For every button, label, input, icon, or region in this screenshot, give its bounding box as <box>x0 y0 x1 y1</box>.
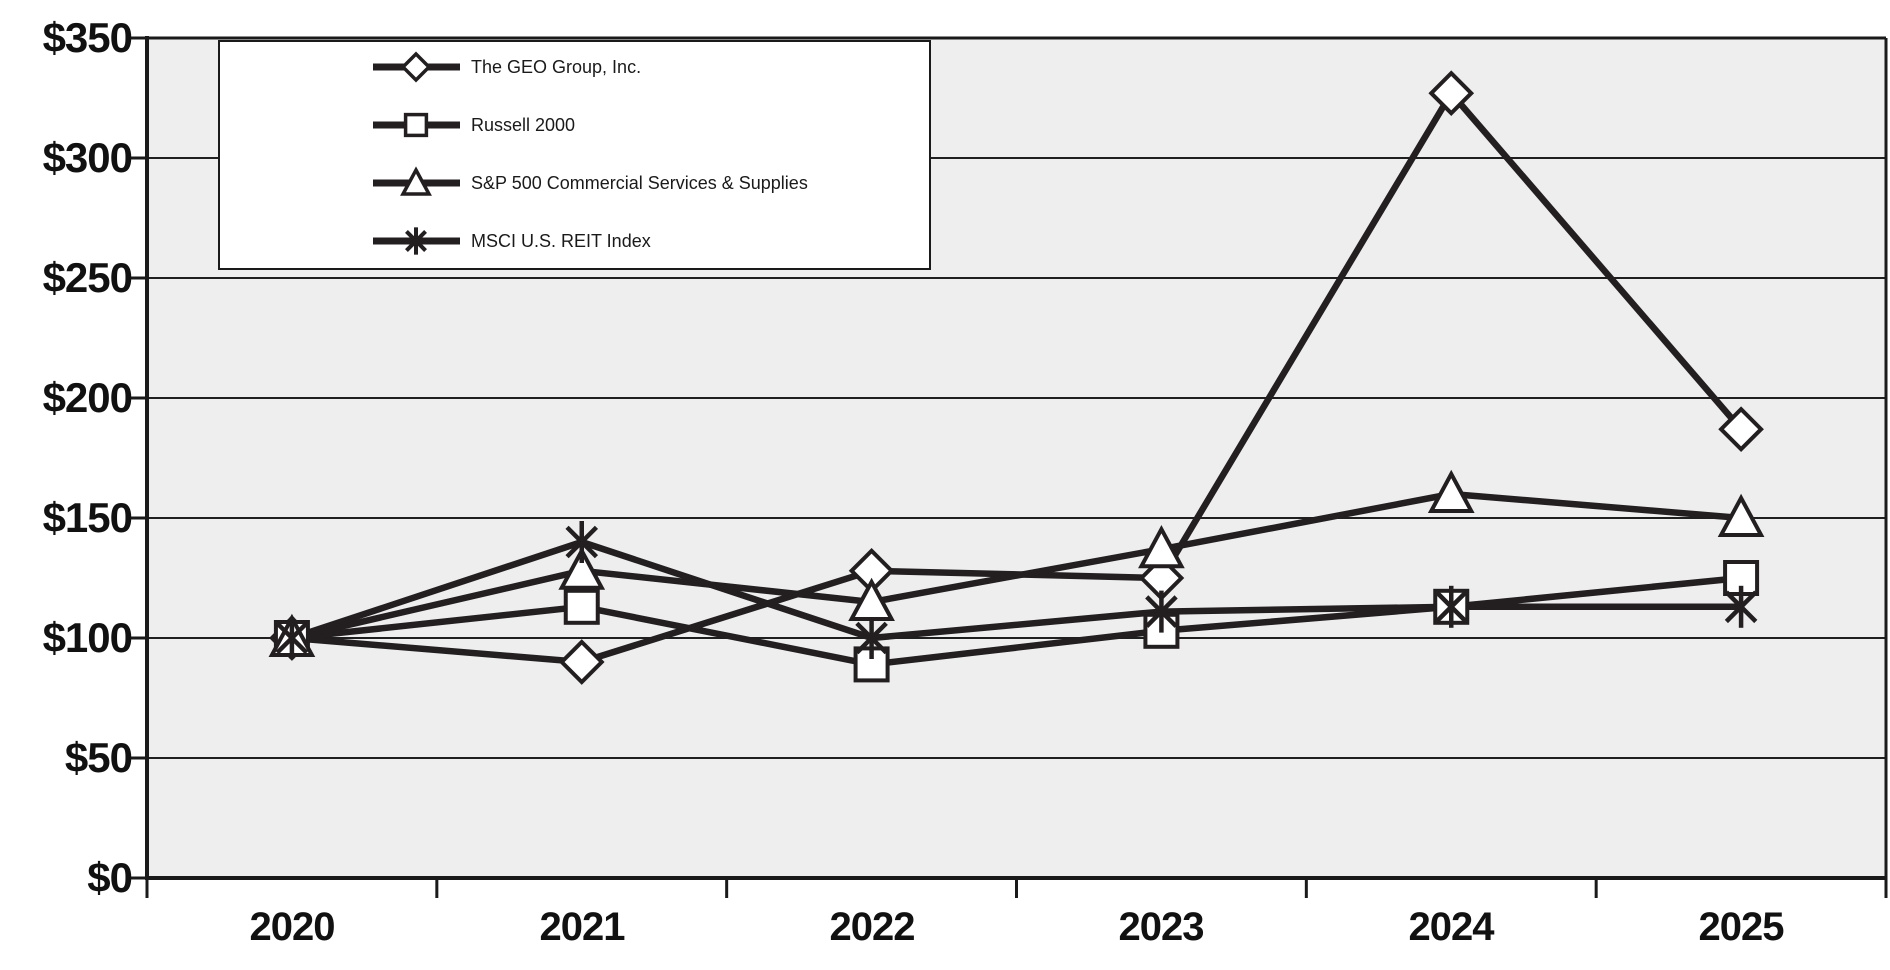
marker-square-icon <box>563 588 600 625</box>
marker-triangle-icon <box>400 166 432 196</box>
x-axis-label: 2023 <box>1118 905 1205 949</box>
series-line-asterisk <box>288 538 1745 642</box>
marker-asterisk-icon <box>1724 590 1758 624</box>
legend-item-label: MSCI U.S. REIT Index <box>471 230 651 251</box>
legend-marker-diamond-icon <box>373 51 460 83</box>
legend-item: S&P 500 Commercial Services & Supplies <box>220 161 929 205</box>
marker-diamond-icon <box>1428 70 1475 117</box>
marker-square-icon <box>853 646 890 683</box>
marker-asterisk-icon <box>1145 595 1178 628</box>
y-axis-label: $200 <box>42 374 133 421</box>
legend-marker-triangle-icon <box>373 166 460 196</box>
legend-marker-asterisk-icon <box>373 227 460 255</box>
x-axis-label: 2021 <box>539 905 626 949</box>
legend-item: Russell 2000 <box>220 103 929 147</box>
marker-diamond-icon <box>1718 406 1764 453</box>
legend-item-label: S&P 500 Commercial Services & Supplies <box>471 172 808 193</box>
y-axis-label: $350 <box>42 14 133 61</box>
marker-asterisk-icon <box>1434 590 1468 624</box>
marker-triangle-icon <box>558 546 606 590</box>
legend: The GEO Group, Inc. Russell 2000 S&P 500… <box>218 40 931 270</box>
y-axis-label: $250 <box>42 254 133 301</box>
marker-triangle-icon <box>1427 469 1475 513</box>
marker-square-icon <box>403 112 429 138</box>
x-axis-label: 2025 <box>1698 905 1785 949</box>
y-axis-label: $300 <box>42 134 133 181</box>
marker-asterisk-icon <box>855 621 888 655</box>
y-axis-label: $0 <box>87 854 133 901</box>
legend-item-label: Russell 2000 <box>471 114 576 135</box>
x-axis-label: 2020 <box>249 905 336 949</box>
legend-item: The GEO Group, Inc. <box>220 45 929 89</box>
marker-asterisk-icon <box>275 621 309 655</box>
marker-triangle-icon <box>1138 524 1185 569</box>
x-axis-label: 2022 <box>829 905 916 949</box>
y-axis-label: $50 <box>64 734 133 781</box>
marker-diamond-icon <box>558 639 605 685</box>
y-axis-label: $100 <box>42 614 133 661</box>
marker-asterisk-icon <box>405 230 427 252</box>
series-line-triangle <box>288 490 1745 642</box>
y-axis-label: $150 <box>42 494 133 541</box>
marker-diamond-icon <box>400 51 432 83</box>
legend-item: MSCI U.S. REIT Index <box>220 219 929 263</box>
series-line-square <box>288 574 1745 668</box>
marker-triangle-icon <box>1717 493 1765 537</box>
legend-marker-square-icon <box>373 112 460 138</box>
x-axis-label: 2024 <box>1408 905 1495 949</box>
legend-item-label: The GEO Group, Inc. <box>471 56 642 77</box>
marker-asterisk-icon <box>565 525 599 559</box>
